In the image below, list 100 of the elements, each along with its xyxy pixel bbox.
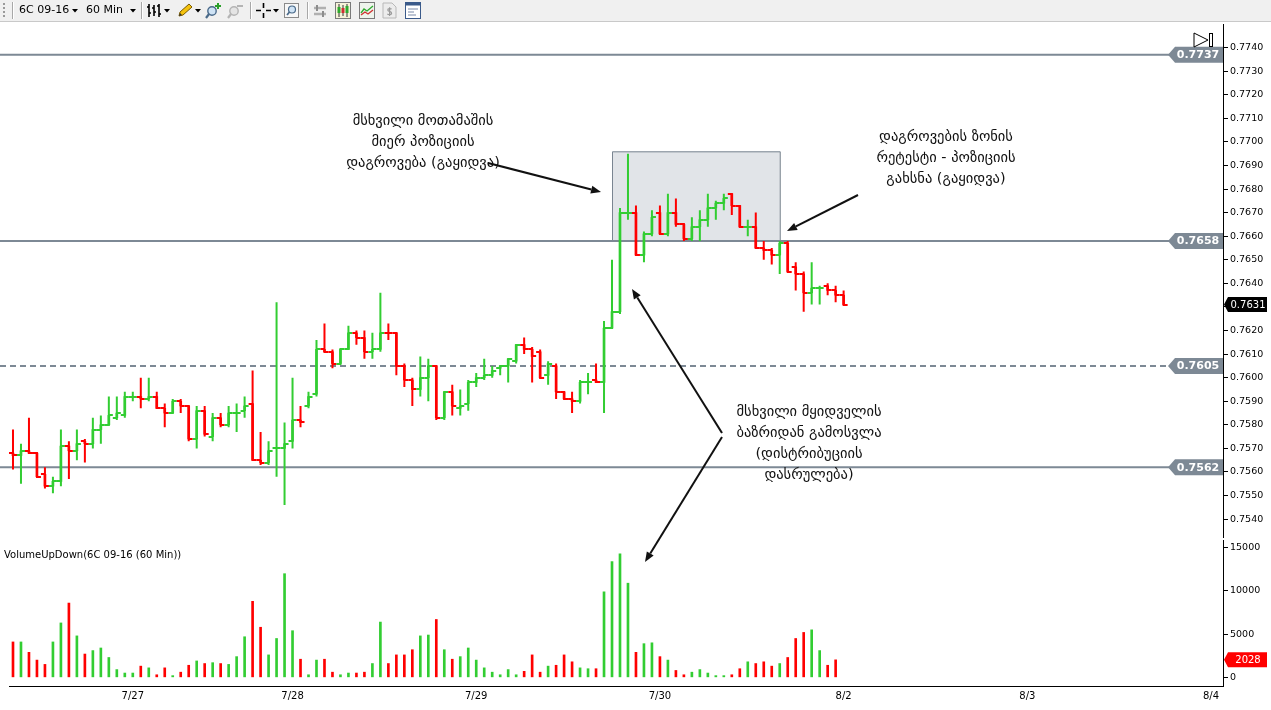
x-tick-label: 7/30 bbox=[648, 689, 672, 701]
bar bbox=[123, 672, 127, 678]
bar bbox=[251, 601, 254, 678]
bar bbox=[259, 626, 262, 678]
bar bbox=[442, 649, 446, 678]
bar bbox=[786, 657, 790, 678]
bar bbox=[403, 654, 406, 678]
bar bbox=[155, 674, 159, 678]
bar bbox=[331, 671, 334, 678]
annotation: მსხვილი მოთამაშის მიერ პოზიციის დაგროვება (გაყიდვა) bbox=[345, 111, 501, 172]
bar bbox=[387, 663, 390, 678]
bar bbox=[754, 663, 758, 678]
y-tick-label: 0.7600 bbox=[1230, 371, 1264, 383]
text: VolumeUpDown(6C 09-16 (60 Min)) bbox=[4, 549, 182, 561]
y-tick-label: 0.7650 bbox=[1230, 253, 1264, 265]
y-tick-label: 0.7580 bbox=[1230, 418, 1264, 430]
bar bbox=[275, 638, 278, 678]
x-tick-label: 8/2 bbox=[835, 689, 852, 701]
bar bbox=[426, 634, 430, 678]
y-tick-label: 0.7610 bbox=[1230, 347, 1264, 359]
y-tick-label: 0.7560 bbox=[1230, 465, 1264, 477]
bar bbox=[219, 663, 222, 678]
bar bbox=[203, 663, 207, 678]
text: 6C 09-16 bbox=[19, 3, 70, 17]
bar bbox=[834, 659, 837, 678]
bar bbox=[227, 664, 230, 678]
bar bbox=[810, 629, 814, 678]
y-tick-label: 0.7620 bbox=[1230, 323, 1264, 335]
y-tick-label: 0.7590 bbox=[1230, 394, 1264, 406]
bar bbox=[794, 638, 798, 678]
bar bbox=[283, 573, 286, 678]
y-tick-label: 10000 bbox=[1230, 584, 1261, 596]
x-tick-label: 7/29 bbox=[465, 689, 488, 701]
bar bbox=[379, 621, 382, 678]
annotation: მსხვილი მყიდველის ბაზრიდან გამოსვლა (დისტრიბუციის დასრულება) bbox=[735, 402, 883, 484]
text: 60 Min bbox=[86, 3, 124, 17]
bar bbox=[307, 674, 310, 678]
bar bbox=[474, 659, 478, 678]
bar bbox=[115, 669, 119, 678]
bar bbox=[450, 658, 454, 678]
bar bbox=[770, 665, 774, 678]
y-tick-label: 0.7540 bbox=[1230, 512, 1264, 524]
bar bbox=[299, 658, 302, 678]
ref-line-label: 0.7737 bbox=[1176, 48, 1220, 62]
bar bbox=[235, 656, 238, 678]
bar bbox=[339, 674, 342, 678]
bar bbox=[466, 647, 470, 678]
x-tick-label: 8/4 bbox=[1202, 689, 1220, 701]
bar bbox=[315, 659, 318, 678]
y-tick-label: 15000 bbox=[1230, 541, 1261, 553]
x-tick-label: 7/27 bbox=[121, 689, 145, 701]
y-tick-label: 0.7710 bbox=[1230, 111, 1264, 123]
annotation: დაგროვების ზონის რეტესტი - პოზიციის გახსნა (გაყიდვა) bbox=[875, 127, 1017, 188]
x-tick-label: 8/3 bbox=[1019, 689, 1036, 701]
y-tick-label: 0 bbox=[1230, 670, 1237, 682]
bar bbox=[291, 630, 294, 678]
bar bbox=[746, 661, 750, 678]
bar bbox=[355, 672, 358, 678]
bar bbox=[762, 661, 766, 678]
bar bbox=[818, 650, 821, 678]
bar bbox=[243, 636, 246, 678]
y-tick-label: 0.7670 bbox=[1230, 206, 1264, 218]
text: 0.7631 bbox=[1230, 298, 1266, 310]
ref-line-label: 0.7658 bbox=[1176, 234, 1220, 248]
bar bbox=[179, 671, 183, 678]
bar bbox=[147, 667, 151, 678]
ref-line-label: 0.7605 bbox=[1176, 359, 1220, 373]
bar bbox=[395, 654, 398, 678]
bar bbox=[418, 635, 422, 678]
bar bbox=[730, 674, 734, 678]
y-tick-label: 0.7720 bbox=[1230, 88, 1264, 100]
x-tick-label: 7/28 bbox=[281, 689, 304, 701]
y-tick-label: 0.7690 bbox=[1230, 158, 1264, 170]
bar bbox=[778, 663, 782, 678]
bar bbox=[826, 664, 829, 678]
bar bbox=[163, 667, 167, 678]
bar bbox=[267, 654, 270, 678]
y-tick-label: 0.7700 bbox=[1230, 135, 1264, 147]
y-tick-label: 0.7660 bbox=[1230, 229, 1264, 241]
ref-line-label: 0.7562 bbox=[1176, 460, 1220, 474]
bar bbox=[802, 632, 806, 678]
bar bbox=[498, 674, 502, 678]
bar bbox=[490, 671, 494, 678]
y-tick-label: 0.7730 bbox=[1230, 64, 1264, 76]
text: 2028 bbox=[1235, 653, 1261, 665]
bar bbox=[482, 667, 486, 678]
bar bbox=[211, 662, 214, 678]
bar bbox=[195, 660, 199, 678]
y-tick-label: 0.7570 bbox=[1230, 441, 1264, 453]
bar bbox=[371, 663, 374, 678]
bar bbox=[411, 649, 414, 678]
bar bbox=[363, 671, 366, 678]
bar bbox=[323, 658, 326, 678]
bar bbox=[738, 668, 742, 678]
y-tick-label: 5000 bbox=[1230, 627, 1255, 639]
y-tick-label: 0.7740 bbox=[1230, 41, 1264, 53]
bar bbox=[131, 672, 135, 678]
y-tick-label: 0.7550 bbox=[1230, 489, 1264, 501]
bar bbox=[139, 665, 143, 678]
bar bbox=[434, 619, 438, 678]
